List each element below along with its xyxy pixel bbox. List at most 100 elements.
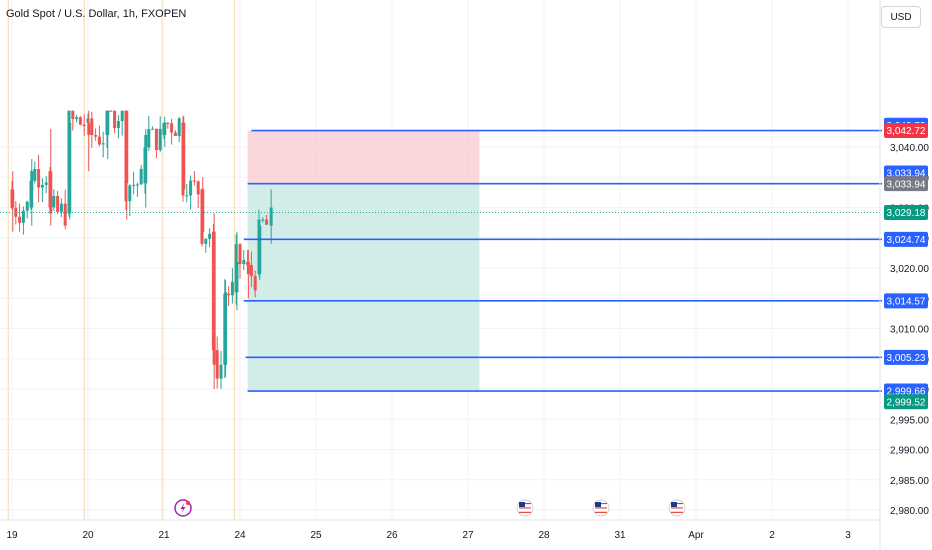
candle-body	[44, 182, 48, 185]
flag-stripe	[671, 511, 683, 513]
price-label-text: 3,033.94	[887, 169, 926, 180]
candle	[49, 128, 53, 226]
x-tick-label: 20	[82, 530, 94, 541]
price-label-text: 3,029.18	[887, 208, 926, 219]
candle	[63, 189, 67, 230]
price-label: 3,042.72	[884, 123, 928, 139]
stop-loss-zone	[247, 130, 480, 184]
candle-body	[246, 261, 250, 275]
candle	[215, 336, 219, 389]
candle-body	[253, 276, 257, 291]
price-label-text: 3,014.57	[887, 296, 926, 307]
candle	[94, 128, 98, 141]
candle-body	[204, 238, 208, 244]
candle	[189, 175, 193, 210]
candle-body	[158, 128, 162, 151]
candle-body	[219, 364, 223, 379]
candle-body	[177, 118, 181, 136]
currency-button[interactable]: USD	[881, 6, 921, 28]
candle-body	[86, 118, 90, 123]
price-label-text: 3,024.74	[887, 235, 926, 246]
candle	[11, 171, 15, 232]
flag-canton	[519, 502, 525, 507]
candle-body	[208, 233, 212, 239]
candle-body	[147, 129, 151, 148]
candle	[265, 214, 269, 225]
candle-body	[242, 259, 246, 265]
candle	[25, 200, 29, 219]
price-label: 3,005.23	[884, 349, 928, 365]
x-tick-label: 27	[462, 530, 474, 541]
candle-body	[173, 132, 177, 136]
x-tick-label: 2	[769, 530, 775, 541]
y-tick-label: 3,020.00	[890, 264, 929, 275]
price-label-box	[884, 204, 928, 220]
candle-body	[52, 195, 56, 208]
event-dot	[186, 501, 190, 505]
candle	[78, 115, 82, 126]
candle	[224, 280, 228, 377]
us-flag-icon[interactable]	[668, 499, 686, 517]
candle-body	[82, 124, 86, 126]
candle	[147, 115, 151, 151]
candle-body	[59, 203, 63, 212]
candle-body	[101, 143, 105, 145]
flag-stripe	[519, 507, 531, 509]
flag-stripe	[671, 507, 683, 509]
candle-body	[144, 134, 148, 184]
flag-canton	[671, 502, 677, 507]
lightning-bolt	[180, 503, 186, 513]
candle	[177, 116, 181, 143]
price-label-text: 2,999.52	[887, 397, 926, 408]
candle-body	[109, 110, 113, 112]
price-label: 3,033.94	[884, 176, 928, 192]
price-label: 3,029.18	[884, 204, 928, 220]
candle	[116, 115, 120, 139]
candle	[44, 176, 48, 194]
flag-stripe	[595, 509, 607, 511]
candle-body	[71, 110, 75, 120]
candle-body	[106, 110, 110, 135]
candle	[208, 228, 212, 247]
symbol-title[interactable]: Gold Spot / U.S. Dollar, 1h, FXOPEN	[6, 8, 187, 20]
y-tick-label: 3,010.00	[890, 325, 929, 336]
flag-stripe	[595, 511, 607, 513]
candle	[261, 217, 265, 223]
candle	[132, 171, 136, 195]
candle	[106, 110, 110, 160]
candle	[87, 110, 91, 172]
price-label-box	[884, 394, 928, 410]
candle	[269, 189, 273, 244]
us-flag-icon[interactable]	[516, 499, 534, 517]
us-flag-icon[interactable]	[592, 499, 610, 517]
price-label-text: 3,033.94	[887, 179, 926, 190]
candle-body	[87, 122, 91, 135]
candle-body	[30, 171, 34, 208]
candle-body	[249, 264, 253, 277]
candle-body	[212, 231, 216, 365]
candle-body	[269, 207, 273, 226]
candles	[10, 110, 273, 389]
candle	[125, 110, 129, 220]
candle-body	[235, 261, 239, 293]
price-label-text: 2,999.66	[887, 387, 926, 398]
candle-body	[189, 180, 193, 196]
flag-stripe	[519, 509, 531, 511]
candle	[242, 250, 246, 271]
candle	[253, 270, 257, 298]
y-tick-label: 3,040.00	[890, 143, 929, 154]
candle	[75, 115, 79, 123]
lightning-icon[interactable]	[174, 499, 192, 517]
price-label-box	[884, 349, 928, 365]
candle-body	[230, 281, 234, 296]
price-label: 3,014.57	[884, 293, 928, 309]
candle	[71, 110, 75, 131]
candle-body	[40, 184, 44, 188]
candle-body	[125, 110, 129, 184]
candle	[185, 183, 189, 203]
candle-body	[128, 185, 132, 202]
candle-body	[132, 184, 136, 186]
candle	[151, 126, 155, 130]
candle	[97, 125, 101, 147]
